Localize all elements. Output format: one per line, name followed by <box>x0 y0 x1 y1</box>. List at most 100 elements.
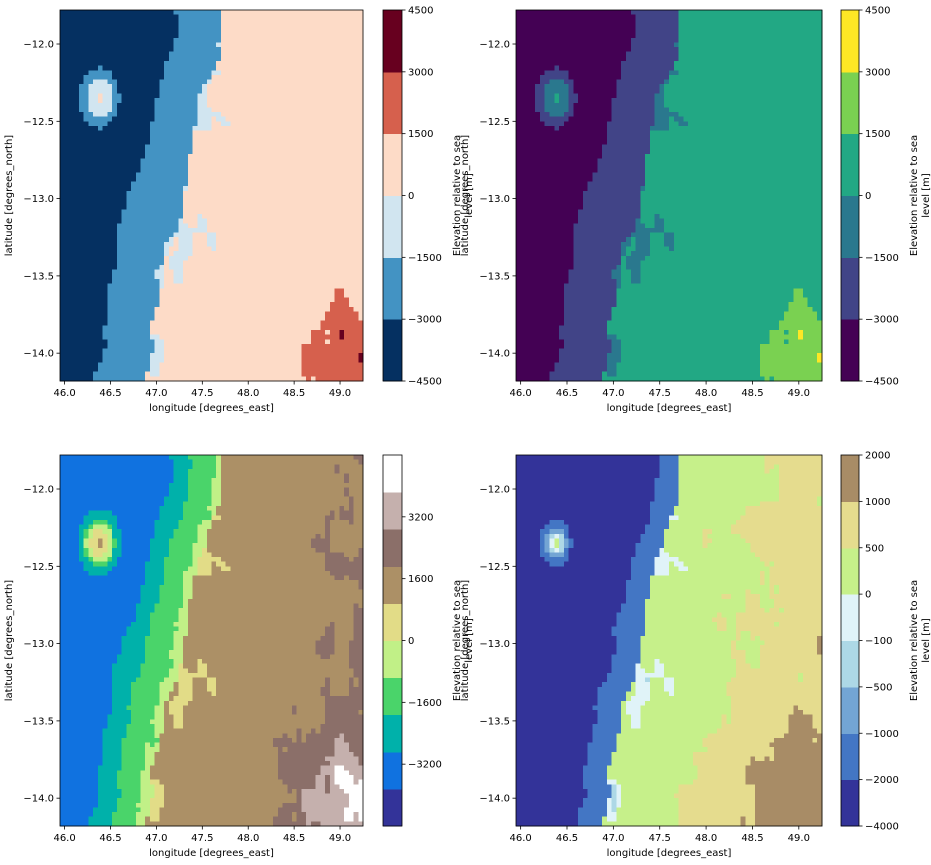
heatmap-cell <box>88 209 93 214</box>
heatmap-cell <box>235 107 240 112</box>
heatmap-cell <box>69 372 74 377</box>
heatmap-cell <box>240 223 245 228</box>
heatmap-cell <box>254 66 259 71</box>
heatmap-cell <box>122 29 127 34</box>
heatmap-cell <box>178 233 183 238</box>
heatmap-cell <box>74 344 79 349</box>
heatmap-cell <box>216 117 221 122</box>
heatmap-cell <box>259 38 264 43</box>
heatmap-cell <box>349 237 354 242</box>
heatmap-cell <box>88 117 93 122</box>
heatmap-cell <box>131 349 136 354</box>
heatmap-cell <box>98 38 103 43</box>
heatmap-cell <box>339 93 344 98</box>
heatmap-cell <box>226 298 231 303</box>
heatmap-cell <box>268 260 273 265</box>
heatmap-cell <box>306 177 311 182</box>
heatmap-cell <box>221 29 226 34</box>
heatmap-cell <box>74 131 79 136</box>
heatmap-cell <box>202 163 207 168</box>
heatmap-cell <box>330 186 335 191</box>
heatmap-cell <box>240 70 245 75</box>
heatmap-cell <box>117 135 122 140</box>
heatmap-cell <box>259 182 264 187</box>
heatmap-cell <box>311 349 316 354</box>
heatmap-cell <box>287 196 292 201</box>
heatmap-cell <box>344 80 349 85</box>
heatmap-cell <box>311 24 316 29</box>
heatmap-cell <box>278 98 283 103</box>
heatmap-cell <box>112 233 117 238</box>
heatmap-cell <box>273 98 278 103</box>
heatmap-cell <box>344 75 349 80</box>
heatmap-cell <box>311 163 316 168</box>
heatmap-cell <box>174 228 179 233</box>
heatmap-cell <box>249 24 254 29</box>
heatmap-cell <box>98 270 103 275</box>
heatmap-cell <box>183 66 188 71</box>
heatmap-cell <box>283 200 288 205</box>
heatmap-cell <box>273 117 278 122</box>
heatmap-cell <box>235 154 240 159</box>
heatmap-cell <box>65 19 70 24</box>
heatmap-cell <box>79 177 84 182</box>
heatmap-cell <box>159 293 164 298</box>
heatmap-cell <box>292 349 297 354</box>
heatmap-cell <box>74 56 79 61</box>
heatmap-cell <box>330 42 335 47</box>
heatmap-cell <box>330 265 335 270</box>
heatmap-cell <box>159 89 164 94</box>
heatmap-cell <box>60 149 65 154</box>
heatmap-cell <box>88 358 93 363</box>
heatmap-cell <box>197 126 202 131</box>
heatmap-cell <box>259 98 264 103</box>
heatmap-cell <box>339 214 344 219</box>
heatmap-cell <box>178 228 183 233</box>
heatmap-cell <box>297 228 302 233</box>
heatmap-cell <box>249 279 254 284</box>
heatmap-cell <box>193 66 198 71</box>
heatmap-cell <box>60 251 65 256</box>
heatmap-cell <box>193 339 198 344</box>
heatmap-cell <box>212 131 217 136</box>
heatmap-cell <box>287 349 292 354</box>
heatmap-cell <box>301 66 306 71</box>
heatmap-cell <box>283 70 288 75</box>
heatmap-cell <box>188 107 193 112</box>
heatmap-cell <box>320 117 325 122</box>
heatmap-cell <box>126 24 131 29</box>
heatmap-cell <box>79 33 84 38</box>
heatmap-cell <box>212 144 217 149</box>
heatmap-cell <box>69 135 74 140</box>
heatmap-cell <box>235 247 240 252</box>
heatmap-cell <box>273 358 278 363</box>
heatmap-cell <box>117 362 122 367</box>
heatmap-cell <box>164 302 169 307</box>
heatmap-cell <box>122 140 127 145</box>
heatmap-cell <box>126 15 131 20</box>
heatmap-cell <box>155 335 160 340</box>
heatmap-cell <box>297 89 302 94</box>
heatmap-cell <box>159 117 164 122</box>
heatmap-cell <box>164 182 169 187</box>
heatmap-cell <box>325 339 330 344</box>
heatmap-cell <box>98 144 103 149</box>
heatmap-cell <box>183 330 188 335</box>
heatmap-cell <box>122 191 127 196</box>
heatmap-cell <box>301 265 306 270</box>
heatmap-cell <box>65 223 70 228</box>
heatmap-cell <box>155 186 160 191</box>
heatmap-cell <box>264 330 269 335</box>
heatmap-cell <box>65 42 70 47</box>
heatmap-cell <box>226 335 231 340</box>
heatmap-cell <box>178 107 183 112</box>
heatmap-cell <box>107 61 112 66</box>
heatmap-cell <box>316 349 321 354</box>
heatmap-cell <box>245 349 250 354</box>
heatmap-cell <box>273 214 278 219</box>
heatmap-cell <box>145 362 150 367</box>
heatmap-cell <box>188 237 193 242</box>
heatmap-cell <box>226 274 231 279</box>
heatmap-cell <box>306 209 311 214</box>
heatmap-cell <box>131 209 136 214</box>
